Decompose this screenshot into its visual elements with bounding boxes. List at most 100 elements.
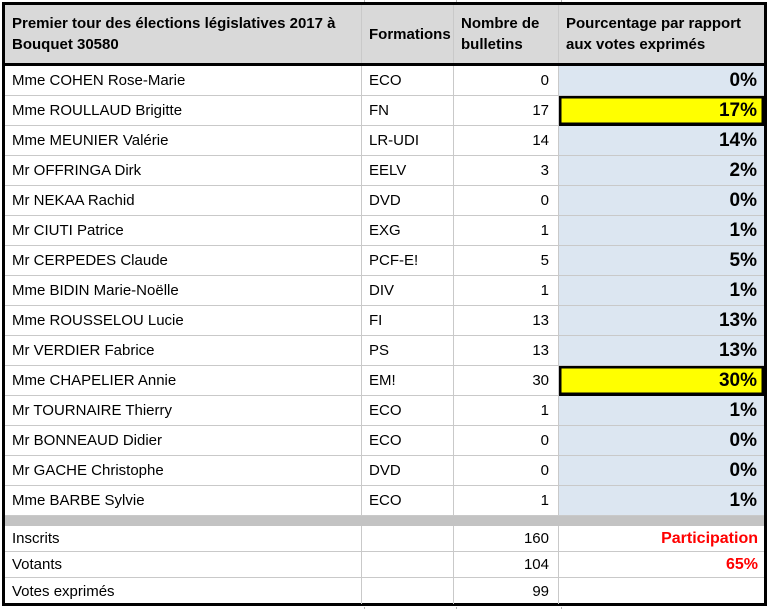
table-row: Mme ROULLAUD Brigitte FN 17 17% bbox=[5, 96, 764, 126]
cell-percentage[interactable]: 0% bbox=[559, 186, 764, 216]
table-row: Mr CIUTI Patrice EXG 1 1% bbox=[5, 216, 764, 246]
table-row: Mme ROUSSELOU Lucie FI 13 13% bbox=[5, 306, 764, 336]
cell-percentage[interactable]: 1% bbox=[559, 486, 764, 516]
table-row: Mr TOURNAIRE Thierry ECO 1 1% bbox=[5, 396, 764, 426]
cell-percentage[interactable]: 0% bbox=[559, 66, 764, 96]
cell-bulletins[interactable]: 5 bbox=[454, 246, 559, 276]
cell-summary-value[interactable]: 160 bbox=[454, 526, 559, 552]
cell-percentage[interactable]: 13% bbox=[559, 306, 764, 336]
cell-percentage[interactable]: 2% bbox=[559, 156, 764, 186]
cell-summary-note[interactable]: 65% bbox=[559, 552, 764, 578]
cell-bulletins[interactable]: 0 bbox=[454, 426, 559, 456]
cell-formation[interactable]: DVD bbox=[362, 456, 454, 486]
cell-percentage[interactable]: 0% bbox=[559, 456, 764, 486]
cell-candidate-name[interactable]: Mr NEKAA Rachid bbox=[5, 186, 362, 216]
table-row: Mme CHAPELIER Annie EM! 30 30% bbox=[5, 366, 764, 396]
cell-formation[interactable]: EELV bbox=[362, 156, 454, 186]
cell-formation[interactable]: DVD bbox=[362, 186, 454, 216]
cell-bulletins[interactable]: 0 bbox=[454, 186, 559, 216]
cell-candidate-name[interactable]: Mr BONNEAUD Didier bbox=[5, 426, 362, 456]
cell-formation[interactable]: FN bbox=[362, 96, 454, 126]
cell-bulletins[interactable]: 1 bbox=[454, 216, 559, 246]
cell-percentage[interactable]: 1% bbox=[559, 396, 764, 426]
header-bulletins-cell[interactable]: Nombre de bulletins bbox=[454, 5, 559, 63]
cell-candidate-name[interactable]: Mr OFFRINGA Dirk bbox=[5, 156, 362, 186]
cell-bulletins[interactable]: 1 bbox=[454, 486, 559, 516]
cell-candidate-name[interactable]: Mme CHAPELIER Annie bbox=[5, 366, 362, 396]
header-percentage-cell[interactable]: Pourcentage par rapport aux votes exprim… bbox=[566, 15, 742, 53]
cell-formation[interactable]: EM! bbox=[362, 366, 454, 396]
table-row: Mr VERDIER Fabrice PS 13 13% bbox=[5, 336, 764, 366]
cell-candidate-name[interactable]: Mme MEUNIER Valérie bbox=[5, 126, 362, 156]
gridline-tick bbox=[561, 0, 562, 2]
cell-summary-label[interactable]: Inscrits bbox=[5, 526, 362, 552]
cell-summary-note[interactable] bbox=[559, 578, 764, 604]
cell-percentage[interactable]: 13% bbox=[559, 336, 764, 366]
cell-summary-note[interactable]: Participation bbox=[559, 526, 764, 552]
header-row: Premier tour des élections législatives … bbox=[5, 5, 764, 66]
cell-bulletins[interactable]: 1 bbox=[454, 396, 559, 426]
gridline-tick bbox=[456, 0, 457, 2]
cell-candidate-name[interactable]: Mr VERDIER Fabrice bbox=[5, 336, 362, 366]
cell-bulletins[interactable]: 3 bbox=[454, 156, 559, 186]
cell-percentage[interactable]: 5% bbox=[559, 246, 764, 276]
cell-percentage[interactable]: 14% bbox=[559, 126, 764, 156]
cell-formation[interactable]: FI bbox=[362, 306, 454, 336]
table-row: Mme BIDIN Marie-Noëlle DIV 1 1% bbox=[5, 276, 764, 306]
table-row: Mme COHEN Rose-Marie ECO 0 0% bbox=[5, 66, 764, 96]
cell-percentage[interactable]: 1% bbox=[559, 276, 764, 306]
candidate-rows: Mme COHEN Rose-Marie ECO 0 0% Mme ROULLA… bbox=[5, 66, 764, 516]
gridline-tick bbox=[456, 607, 457, 609]
cell-formation[interactable]: DIV bbox=[362, 276, 454, 306]
table-row: Mr BONNEAUD Didier ECO 0 0% bbox=[5, 426, 764, 456]
cell-percentage[interactable]: 30% bbox=[559, 366, 764, 396]
cell-candidate-name[interactable]: Mr CERPEDES Claude bbox=[5, 246, 362, 276]
table-row: Mr GACHE Christophe DVD 0 0% bbox=[5, 456, 764, 486]
cell-candidate-name[interactable]: Mr GACHE Christophe bbox=[5, 456, 362, 486]
cell-candidate-name[interactable]: Mme BIDIN Marie-Noëlle bbox=[5, 276, 362, 306]
gridline-tick bbox=[364, 0, 365, 2]
cell-candidate-name[interactable]: Mr TOURNAIRE Thierry bbox=[5, 396, 362, 426]
cell-summary-label[interactable]: Votants bbox=[5, 552, 362, 578]
cell-empty[interactable] bbox=[362, 578, 454, 604]
header-title-cell[interactable]: Premier tour des élections législatives … bbox=[5, 5, 362, 63]
cell-bulletins[interactable]: 1 bbox=[454, 276, 559, 306]
summary-row: Votes exprimés 99 bbox=[5, 578, 764, 604]
cell-formation[interactable]: PS bbox=[362, 336, 454, 366]
cell-bulletins[interactable]: 14 bbox=[454, 126, 559, 156]
summary-rows: Inscrits 160 Participation Votants 104 6… bbox=[5, 526, 764, 604]
cell-candidate-name[interactable]: Mr CIUTI Patrice bbox=[5, 216, 362, 246]
cell-bulletins[interactable]: 0 bbox=[454, 456, 559, 486]
cell-formation[interactable]: ECO bbox=[362, 66, 454, 96]
cell-formation[interactable]: LR-UDI bbox=[362, 126, 454, 156]
gridline-tick bbox=[561, 607, 562, 609]
cell-candidate-name[interactable]: Mme ROUSSELOU Lucie bbox=[5, 306, 362, 336]
cell-summary-label[interactable]: Votes exprimés bbox=[5, 578, 362, 604]
cell-empty[interactable] bbox=[362, 552, 454, 578]
cell-formation[interactable]: PCF-E! bbox=[362, 246, 454, 276]
cell-formation[interactable]: ECO bbox=[362, 486, 454, 516]
cell-bulletins[interactable]: 17 bbox=[454, 96, 559, 126]
cell-percentage[interactable]: 17% bbox=[559, 96, 764, 126]
cell-formation[interactable]: EXG bbox=[362, 216, 454, 246]
table-row: Mr NEKAA Rachid DVD 0 0% bbox=[5, 186, 764, 216]
cell-summary-value[interactable]: 104 bbox=[454, 552, 559, 578]
cell-candidate-name[interactable]: Mme BARBE Sylvie bbox=[5, 486, 362, 516]
cell-bulletins[interactable]: 0 bbox=[454, 66, 559, 96]
cell-formation[interactable]: ECO bbox=[362, 426, 454, 456]
cell-percentage[interactable]: 1% bbox=[559, 216, 764, 246]
table-row: Mr CERPEDES Claude PCF-E! 5 5% bbox=[5, 246, 764, 276]
cell-bulletins[interactable]: 13 bbox=[454, 306, 559, 336]
cell-percentage[interactable]: 0% bbox=[559, 426, 764, 456]
cell-bulletins[interactable]: 13 bbox=[454, 336, 559, 366]
cell-formation[interactable]: ECO bbox=[362, 396, 454, 426]
gridline-tick bbox=[364, 607, 365, 609]
separator-row bbox=[5, 516, 764, 526]
cell-empty[interactable] bbox=[362, 526, 454, 552]
cell-candidate-name[interactable]: Mme COHEN Rose-Marie bbox=[5, 66, 362, 96]
cell-bulletins[interactable]: 30 bbox=[454, 366, 559, 396]
cell-candidate-name[interactable]: Mme ROULLAUD Brigitte bbox=[5, 96, 362, 126]
summary-row: Votants 104 65% bbox=[5, 552, 764, 578]
cell-summary-value[interactable]: 99 bbox=[454, 578, 559, 604]
header-formations-cell[interactable]: Formations bbox=[362, 5, 454, 63]
